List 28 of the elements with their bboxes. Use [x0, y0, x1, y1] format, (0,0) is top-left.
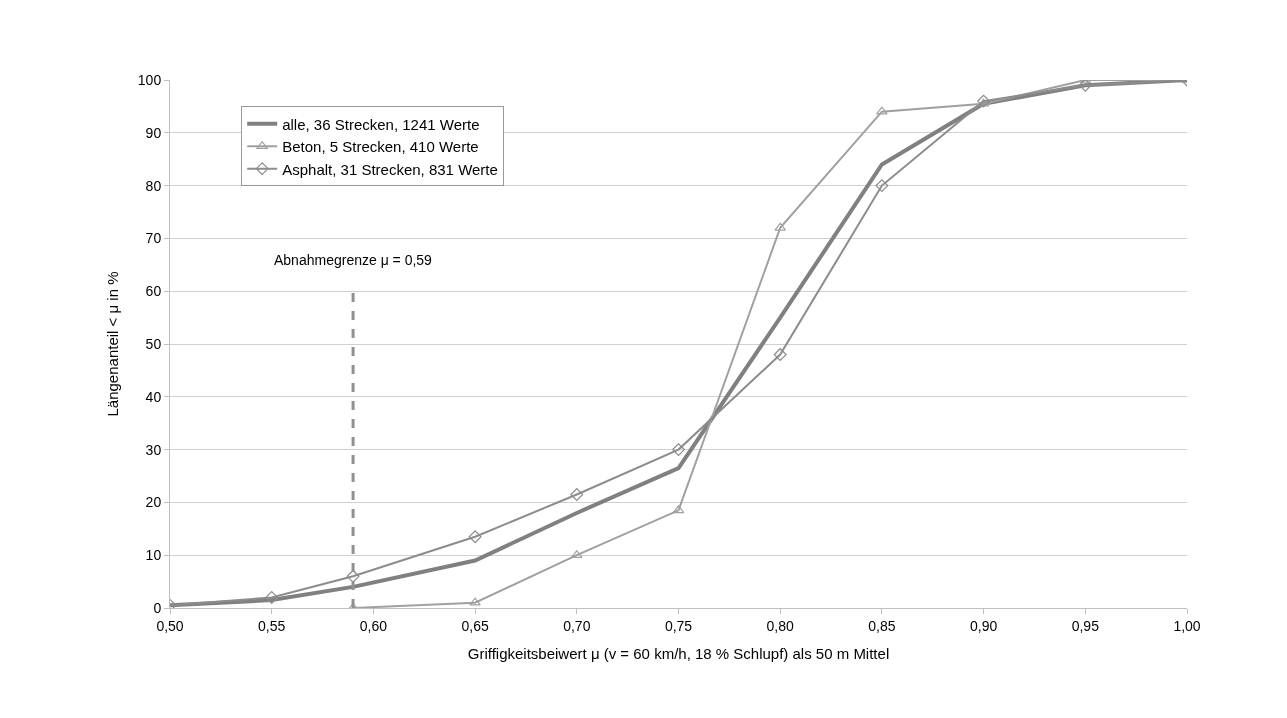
x-tick-label: 0,80 [766, 617, 795, 634]
y-tick-label: 0 [153, 599, 162, 616]
x-tick-label: 0,70 [563, 617, 591, 634]
y-tick-label: 50 [145, 335, 162, 352]
x-axis-title: Griffigkeitsbeiwert μ (v = 60 km/h, 18 % Schlupf) als 50 m Mittel [467, 644, 890, 662]
x-tick-label: 0,95 [1071, 617, 1100, 634]
x-tick-label: 0,55 [258, 617, 286, 634]
legend-label: alle, 36 Strecken, 1241 Werte [282, 115, 480, 133]
x-tick-label: 0,65 [461, 617, 489, 634]
ref-line-label: Abnahmegrenze μ = 0,59 [274, 252, 433, 268]
x-tick-label: 0,50 [156, 617, 184, 634]
y-tick-label: 40 [145, 388, 162, 405]
x-tick-label: 0,60 [359, 617, 388, 634]
x-tick-label: 1,00 [1173, 617, 1201, 634]
x-tick-label: 0,75 [664, 617, 693, 634]
legend-label: Asphalt, 31 Strecken, 831 Werte [282, 160, 498, 178]
x-tick-label: 0,85 [868, 617, 896, 634]
y-tick-label: 30 [145, 441, 162, 458]
x-tick-label: 0,90 [969, 617, 998, 634]
y-tick-label: 90 [145, 124, 162, 141]
y-axis-title: Längenanteil < μ in % [104, 271, 122, 417]
y-tick-label: 100 [137, 71, 162, 88]
y-tick-label: 70 [145, 230, 162, 247]
legend-label: Beton, 5 Strecken, 410 Werte [282, 138, 479, 155]
y-tick-label: 20 [145, 494, 162, 511]
y-tick-label: 80 [145, 177, 162, 194]
y-tick-label: 60 [145, 283, 162, 300]
y-tick-label: 10 [145, 547, 162, 564]
